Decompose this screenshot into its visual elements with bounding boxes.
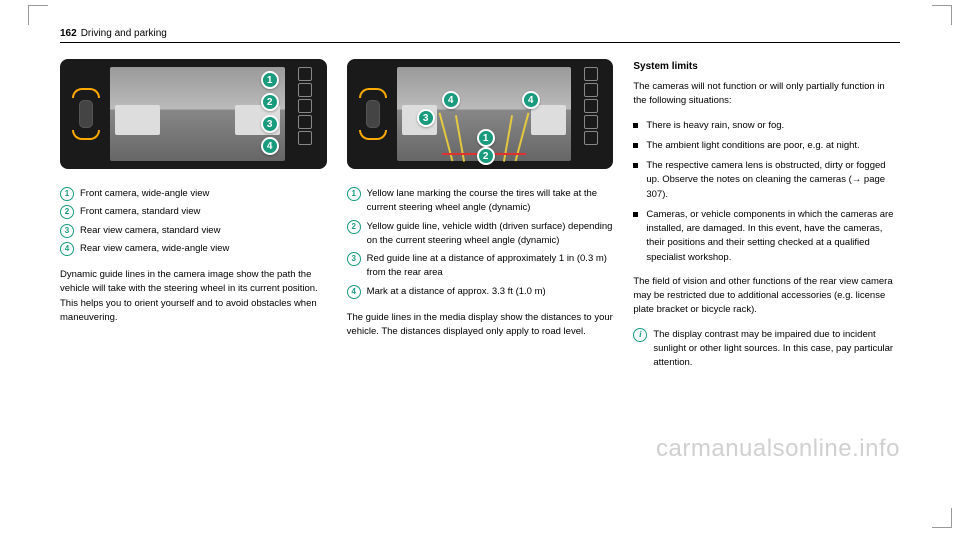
legend-item: 1 Front camera, wide-angle view xyxy=(60,187,327,201)
bullet-text: The ambient light conditions are poor, e… xyxy=(646,139,859,153)
legend-text: Front camera, standard view xyxy=(80,205,200,219)
column-1: 1 2 3 4 1 Front camera, wide-angle view … xyxy=(60,59,327,370)
bullet-marker-icon xyxy=(633,143,638,148)
sensor-arc-icon xyxy=(72,130,100,140)
legend-text: Red guide line at a distance of approxim… xyxy=(367,252,614,281)
corner-bracket-tl xyxy=(28,5,48,25)
sensor-panel xyxy=(68,74,104,154)
view-selector-panel xyxy=(289,67,321,145)
image-callout: 1 xyxy=(477,129,495,147)
view-option-icon xyxy=(298,99,312,113)
bullet-item: The ambient light conditions are poor, e… xyxy=(633,139,900,153)
content-columns: 1 2 3 4 1 Front camera, wide-angle view … xyxy=(0,43,960,370)
image-callout: 1 xyxy=(261,71,279,89)
legend-text: Rear view camera, wide-angle view xyxy=(80,242,229,256)
legend-item: 4 Rear view camera, wide-angle view xyxy=(60,242,327,256)
column-2: 4 4 3 1 2 1 Yellow lane marking the cour… xyxy=(347,59,614,370)
sensor-arc-icon xyxy=(72,88,100,98)
view-option-icon xyxy=(584,83,598,97)
view-option-icon xyxy=(584,131,598,145)
legend-text: Yellow guide line, vehicle width (driven… xyxy=(367,220,614,249)
legend-number-icon: 1 xyxy=(60,187,74,201)
legend-item: 4 Mark at a distance of approx. 3.3 ft (… xyxy=(347,285,614,299)
column-3: System limits The cameras will not funct… xyxy=(633,59,900,370)
bullet-item: There is heavy rain, snow or fog. xyxy=(633,119,900,133)
image-callout: 2 xyxy=(261,93,279,111)
page-header: 162 Driving and parking xyxy=(60,28,900,43)
car-icon xyxy=(79,100,93,128)
view-option-icon xyxy=(298,131,312,145)
legend-number-icon: 3 xyxy=(60,224,74,238)
bullet-marker-icon xyxy=(633,123,638,128)
sensor-arc-icon xyxy=(359,88,387,98)
info-icon: i xyxy=(633,328,647,342)
watermark: carmanualsonline.info xyxy=(656,435,900,463)
view-option-icon xyxy=(584,67,598,81)
bullet-item: Cameras, or vehicle components in which … xyxy=(633,208,900,265)
legend-number-icon: 1 xyxy=(347,187,361,201)
car-icon xyxy=(366,100,380,128)
bullet-text: The respective camera lens is obstructed… xyxy=(646,159,900,202)
image-callout: 4 xyxy=(442,91,460,109)
bullet-text: There is heavy rain, snow or fog. xyxy=(646,119,784,133)
section-heading: System limits xyxy=(633,59,900,74)
view-option-icon xyxy=(298,67,312,81)
legend-list-2: 1 Yellow lane marking the course the tir… xyxy=(347,187,614,299)
info-note: i The display contrast may be impaired d… xyxy=(633,328,900,371)
legend-number-icon: 4 xyxy=(347,285,361,299)
legend-item: 2 Front camera, standard view xyxy=(60,205,327,219)
page-number: 162 xyxy=(60,28,77,39)
image-callout: 2 xyxy=(477,147,495,165)
legend-item: 3 Rear view camera, standard view xyxy=(60,224,327,238)
legend-item: 3 Red guide line at a distance of approx… xyxy=(347,252,614,281)
paragraph: The cameras will not function or will on… xyxy=(633,80,900,109)
bullet-list: There is heavy rain, snow or fog. The am… xyxy=(633,119,900,265)
parked-car-icon xyxy=(531,105,566,135)
paragraph: The guide lines in the media display sho… xyxy=(347,311,614,340)
view-selector-panel xyxy=(575,67,607,145)
paragraph: Dynamic guide lines in the camera image … xyxy=(60,268,327,325)
image-callout: 3 xyxy=(261,115,279,133)
legend-item: 1 Yellow lane marking the course the tir… xyxy=(347,187,614,216)
legend-number-icon: 2 xyxy=(60,205,74,219)
view-option-icon xyxy=(584,115,598,129)
legend-text: Rear view camera, standard view xyxy=(80,224,220,238)
camera-image-2: 4 4 3 1 2 xyxy=(347,59,614,169)
camera-image-1: 1 2 3 4 xyxy=(60,59,327,169)
legend-text: Front camera, wide-angle view xyxy=(80,187,209,201)
sensor-panel xyxy=(355,74,391,154)
bullet-text: Cameras, or vehicle components in which … xyxy=(646,208,900,265)
corner-bracket-br xyxy=(932,508,952,528)
legend-number-icon: 2 xyxy=(347,220,361,234)
corner-bracket-tr xyxy=(932,5,952,25)
legend-text: Yellow lane marking the course the tires… xyxy=(367,187,614,216)
view-option-icon xyxy=(298,115,312,129)
legend-number-icon: 4 xyxy=(60,242,74,256)
bullet-item: The respective camera lens is obstructed… xyxy=(633,159,900,202)
bullet-marker-icon xyxy=(633,163,638,168)
image-callout: 3 xyxy=(417,109,435,127)
legend-number-icon: 3 xyxy=(347,252,361,266)
legend-text: Mark at a distance of approx. 3.3 ft (1.… xyxy=(367,285,546,299)
parked-car-icon xyxy=(115,105,160,135)
view-option-icon xyxy=(584,99,598,113)
image-callout: 4 xyxy=(261,137,279,155)
camera-view xyxy=(110,67,285,161)
view-option-icon xyxy=(298,83,312,97)
bullet-marker-icon xyxy=(633,212,638,217)
legend-item: 2 Yellow guide line, vehicle width (driv… xyxy=(347,220,614,249)
image-callout: 4 xyxy=(522,91,540,109)
paragraph: The field of vision and other functions … xyxy=(633,275,900,318)
section-title: Driving and parking xyxy=(81,28,167,39)
sensor-arc-icon xyxy=(359,130,387,140)
info-text: The display contrast may be impaired due… xyxy=(653,328,900,371)
legend-list-1: 1 Front camera, wide-angle view 2 Front … xyxy=(60,187,327,256)
